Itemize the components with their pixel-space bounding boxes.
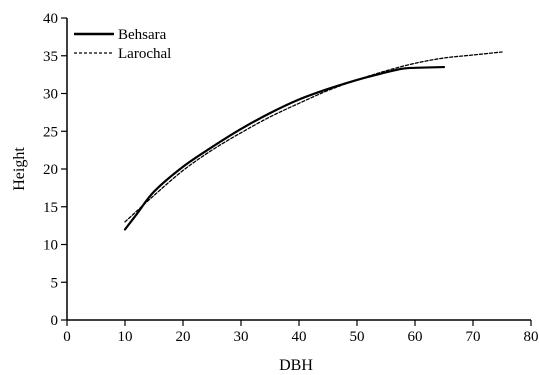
x-tick-label: 80 <box>524 329 539 345</box>
y-axis-title: Height <box>11 147 28 191</box>
x-axis-title: DBH <box>279 357 313 374</box>
y-tick-label: 40 <box>43 11 58 27</box>
x-tick-label: 50 <box>350 329 365 345</box>
x-tick-label: 10 <box>118 329 133 345</box>
series-line-behsara <box>123 65 446 231</box>
y-tick-label: 25 <box>43 124 58 140</box>
y-tick-label: 15 <box>43 200 58 216</box>
y-tick-label: 5 <box>51 275 59 291</box>
x-axis-ticks: 0 10 20 30 40 50 60 70 80 <box>63 320 539 345</box>
x-tick-label: 30 <box>234 329 249 345</box>
series-line-larochal <box>124 51 503 223</box>
series-lines <box>123 51 503 231</box>
y-tick-label: 35 <box>43 49 58 65</box>
x-tick-label: 60 <box>408 329 423 345</box>
axes <box>66 18 531 321</box>
legend: Behsara Larochal <box>74 27 171 62</box>
y-tick-label: 0 <box>51 313 59 329</box>
x-tick-label: 40 <box>292 329 307 345</box>
legend-label-larochal: Larochal <box>118 46 171 62</box>
y-axis-ticks: 0 5 10 15 20 25 30 35 40 <box>43 11 67 329</box>
y-tick-label: 20 <box>43 162 58 178</box>
x-tick-label: 20 <box>176 329 191 345</box>
y-tick-label: 10 <box>43 238 58 254</box>
x-tick-label: 0 <box>63 329 71 345</box>
legend-label-behsara: Behsara <box>118 27 167 43</box>
y-tick-label: 30 <box>43 87 58 103</box>
x-tick-label: 70 <box>466 329 481 345</box>
